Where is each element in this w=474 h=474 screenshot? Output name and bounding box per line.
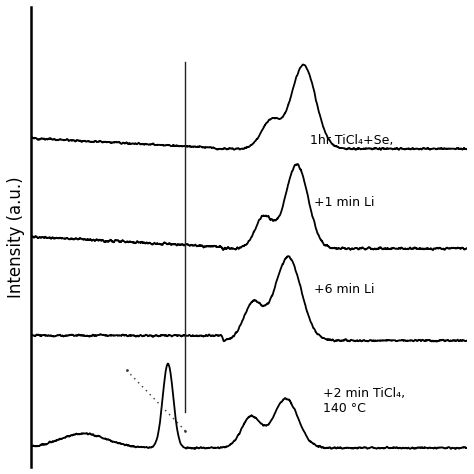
Text: +6 min Li: +6 min Li (314, 283, 375, 296)
Y-axis label: Intensity (a.u.): Intensity (a.u.) (7, 176, 25, 298)
Text: 1hr TiCl₄+Se,: 1hr TiCl₄+Se, (310, 134, 393, 147)
Text: +1 min Li: +1 min Li (314, 196, 375, 209)
Text: +2 min TiCl₄,
140 °C: +2 min TiCl₄, 140 °C (323, 387, 405, 416)
